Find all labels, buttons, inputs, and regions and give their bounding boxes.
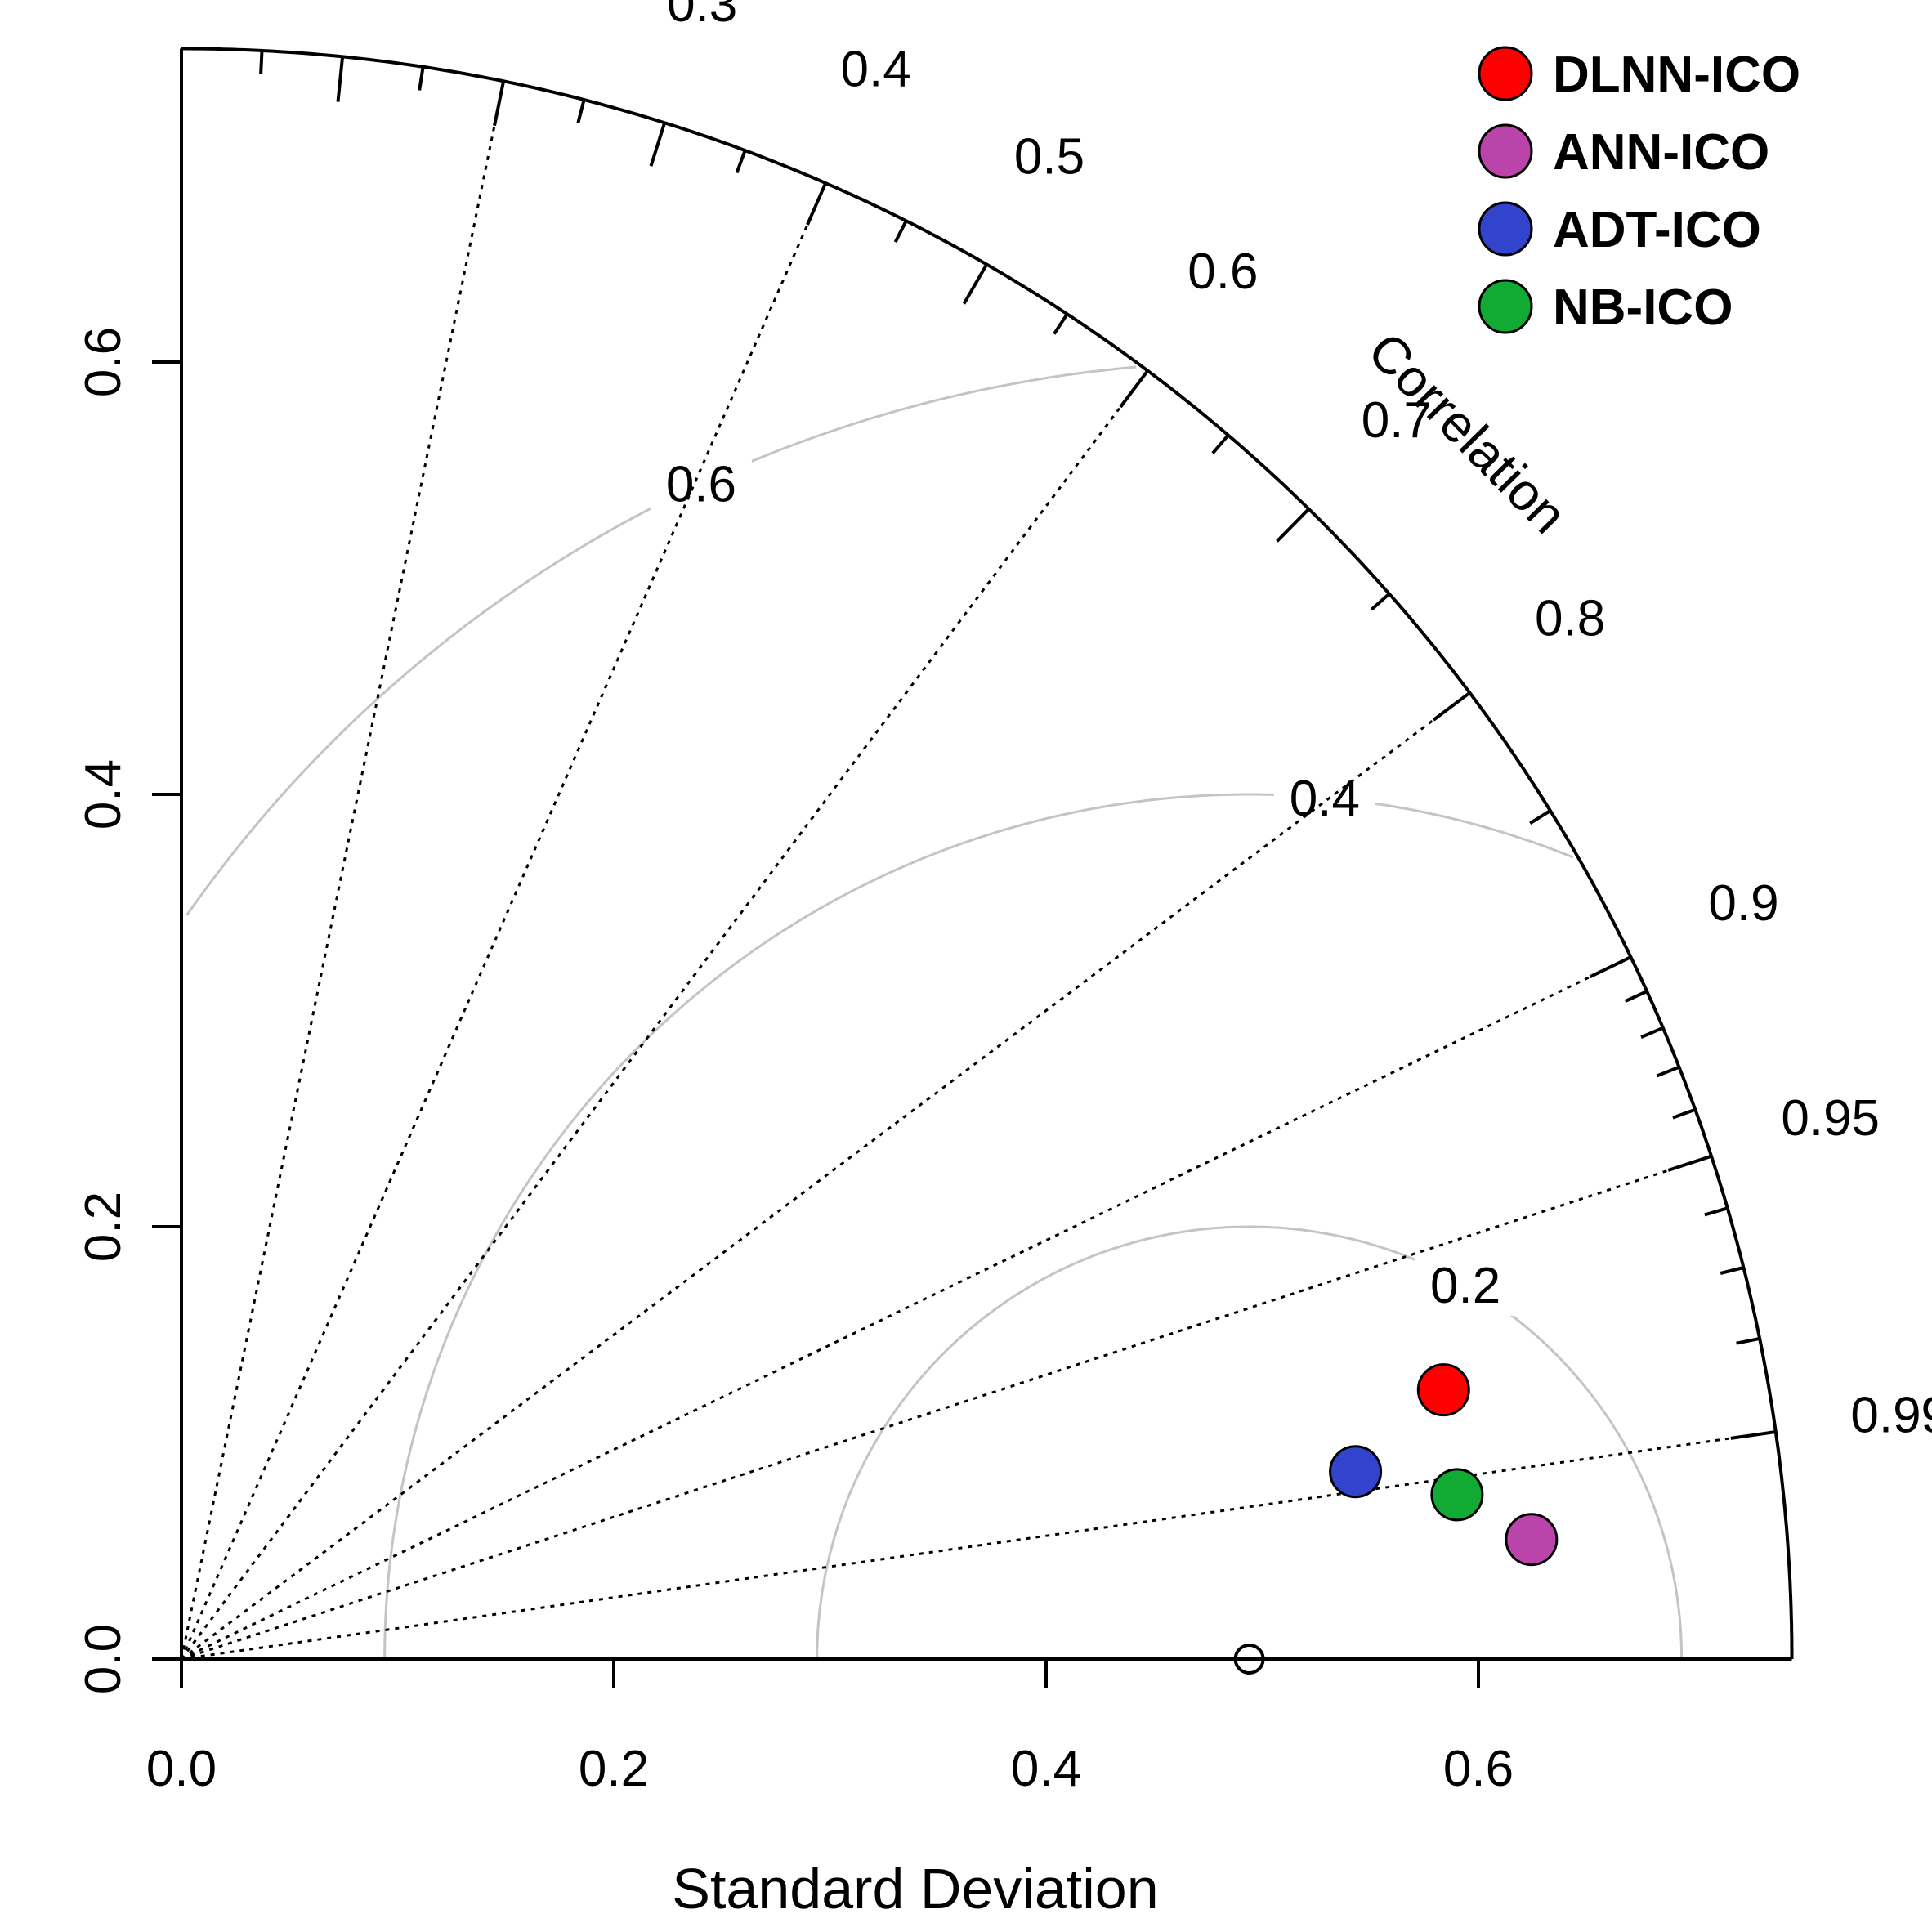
reference-point: [1233, 1644, 1265, 1675]
correlation-label: 0.3: [667, 0, 737, 33]
correlation-lines: [180, 81, 1777, 1661]
correlation-major-tick: [1667, 1154, 1712, 1172]
correlation-minor-tick: [1656, 1065, 1680, 1078]
rms-contours: 0.2 0.4 0.6: [186, 365, 1684, 1660]
correlation-label: 0.6: [1187, 244, 1258, 300]
rms-label-background: [650, 449, 752, 515]
y-tick-label: 0.2: [75, 1192, 132, 1262]
legend-label: DLNN-ICO: [1553, 47, 1800, 103]
correlation-minor-tick: [1640, 1026, 1664, 1039]
rms-label: 0.4: [1290, 771, 1360, 827]
correlation-minor-tick: [1370, 593, 1391, 611]
rms-label-background: [1273, 763, 1375, 830]
correlation-label: 0.7: [1362, 392, 1432, 449]
correlation-arc: 0.10.20.30.40.50.60.70.80.90.950.99: [181, 0, 1932, 1659]
correlation-major-tick: [962, 263, 989, 305]
correlation-label: 0.95: [1781, 1090, 1880, 1147]
axes: 0.00.0 0.2 0.2 0.4 0.4 0.6 0.6: [75, 48, 1792, 1797]
legend-label: ANN-ICO: [1553, 124, 1769, 181]
rms-label: 0.2: [1430, 1258, 1500, 1314]
legend-marker: [1478, 46, 1533, 101]
correlation-minor-tick: [1720, 1266, 1744, 1275]
correlation-minor-tick: [735, 150, 747, 174]
y-tick-label: 0.0: [75, 1624, 132, 1694]
correlation-minor-tick: [1672, 1107, 1696, 1120]
data-point: [1430, 1468, 1484, 1522]
correlation-line: [181, 691, 1471, 1661]
rms-contour: [816, 1225, 1684, 1660]
correlation-major-tick: [1589, 955, 1632, 979]
correlation-label: 0.99: [1850, 1387, 1932, 1443]
rms-contour: [383, 793, 1574, 1660]
correlation-major-tick: [1730, 1430, 1777, 1440]
correlation-minor-tick: [1736, 1336, 1760, 1345]
legend: DLNN-ICO ANN-ICO ADT-ICO NB-ICO: [1478, 46, 1800, 336]
legend-marker: [1478, 123, 1533, 179]
rms-label: 0.6: [666, 457, 736, 513]
correlation-major-tick: [336, 56, 345, 102]
x-axis-title: Standard Deviation: [672, 1857, 1158, 1921]
correlation-minor-tick: [418, 66, 425, 91]
data-point: [1416, 1363, 1470, 1417]
y-tick-label: 0.6: [75, 327, 132, 397]
data-point: [1505, 1513, 1559, 1567]
correlation-minor-tick: [1704, 1206, 1729, 1217]
data-points: [1233, 1363, 1559, 1675]
correlation-major-tick: [1276, 508, 1310, 543]
correlation-major-tick: [649, 122, 667, 167]
correlation-label: 0.9: [1708, 875, 1778, 932]
data-point: [1329, 1445, 1383, 1499]
legend-label: ADT-ICO: [1553, 202, 1761, 258]
correlation-line: [180, 182, 827, 1660]
correlation-minor-tick: [1529, 809, 1551, 825]
correlation-line: [181, 955, 1632, 1661]
legend-marker: [1478, 201, 1533, 257]
x-tick-label: 0.4: [1011, 1741, 1081, 1797]
correlation-major-tick: [1432, 691, 1471, 722]
legend-label: NB-ICO: [1553, 280, 1733, 336]
correlation-label: 0.4: [840, 41, 910, 97]
rms-label-background: [1415, 1250, 1517, 1316]
x-tick-label: 0.2: [579, 1741, 649, 1797]
correlation-minor-tick: [893, 220, 908, 244]
correlation-line: [181, 1155, 1712, 1661]
y-tick-label: 0.4: [75, 759, 132, 830]
outer-arc: [181, 47, 1794, 1659]
correlation-line: [180, 81, 505, 1660]
correlation-major-tick: [806, 182, 828, 226]
correlation-minor-tick: [576, 99, 586, 123]
legend-marker: [1478, 279, 1533, 334]
x-tick-label: 0.6: [1443, 1741, 1514, 1797]
rms-contour: [186, 365, 1137, 916]
correlation-label: 0.8: [1535, 591, 1605, 647]
correlation-minor-tick: [1053, 313, 1069, 335]
correlation-major-tick: [1119, 369, 1149, 409]
correlation-label: 0.5: [1014, 129, 1085, 186]
correlation-line: [180, 369, 1149, 1660]
correlation-major-tick: [493, 80, 506, 127]
correlation-line: [181, 1430, 1777, 1661]
x-tick-label: 0.0: [146, 1741, 217, 1797]
correlation-minor-tick: [259, 50, 264, 75]
correlation-minor-tick: [1211, 434, 1230, 454]
correlation-minor-tick: [1624, 990, 1648, 1003]
